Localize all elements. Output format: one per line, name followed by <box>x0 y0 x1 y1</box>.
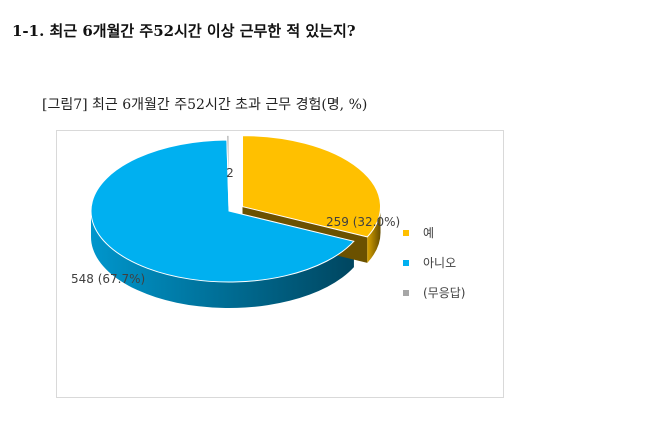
slice-no <box>90 139 355 283</box>
data-label-no: 548 (67.7%) <box>71 272 145 286</box>
slice-outer-wall <box>91 211 354 308</box>
legend-label: 아니오 <box>423 256 456 270</box>
legend-item-yes: 예 <box>403 226 434 240</box>
slice-outer-wall <box>367 206 381 263</box>
data-label-no-response: 2 <box>226 166 234 180</box>
legend-label: (무응답) <box>423 286 465 300</box>
section-heading: 1-1. 최근 6개월간 주52시간 이상 근무한 적 있는지? <box>12 22 356 40</box>
legend-swatch <box>403 230 409 236</box>
data-label-yes: 259 (32.0%) <box>326 215 400 229</box>
figure-caption: [그림7] 최근 6개월간 주52시간 초과 근무 경험(명, %) <box>42 97 368 113</box>
legend-item-no: 아니오 <box>403 256 456 270</box>
legend-item-no-response: (무응답) <box>403 286 465 300</box>
slice-no-response <box>226 134 230 207</box>
slice-yes <box>242 135 381 238</box>
legend-label: 예 <box>423 226 434 240</box>
legend-swatch <box>403 260 409 266</box>
data-labels: 259 (32.0%) 548 (67.7%) 2 <box>71 166 400 286</box>
legend-swatch <box>403 290 409 296</box>
pie-slices <box>90 134 381 308</box>
